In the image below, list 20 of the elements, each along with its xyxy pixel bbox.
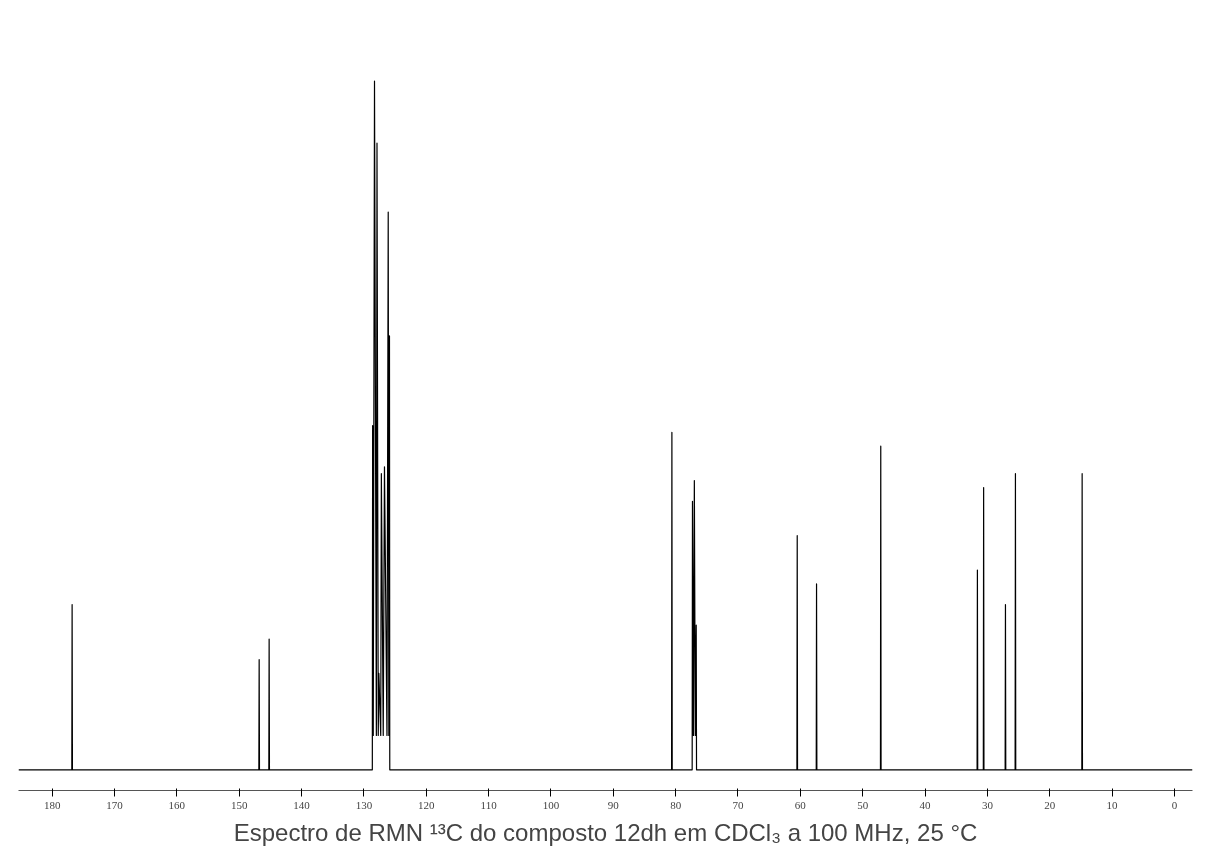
x-tick-label: 180 (43, 798, 61, 811)
x-tick-label: 100 (542, 798, 560, 811)
x-tick-label: 90 (607, 798, 620, 811)
x-tick-label: 40 (919, 798, 932, 811)
x-tick-label: 150 (230, 798, 248, 811)
x-tick-label: 130 (355, 798, 373, 811)
x-tick-label: 20 (1044, 798, 1056, 811)
x-tick-label: 30 (981, 798, 994, 811)
x-tick-label: 160 (168, 798, 186, 811)
x-tick-label: 0 (1171, 798, 1178, 811)
x-tick-label: 50 (857, 798, 869, 811)
x-tick-label: 140 (293, 798, 311, 811)
x-tick-label: 110 (480, 798, 498, 811)
x-tick-label: 70 (732, 798, 744, 811)
x-tick-label: 170 (106, 798, 124, 811)
x-tick-label: 60 (794, 798, 807, 811)
x-tick-label: 120 (418, 798, 435, 811)
text: Espectro de RMN ¹³C do composto 12dh em CDCl₃ a 100 MHz, 25 °C (233, 818, 978, 846)
x-tick-label: 80 (670, 798, 682, 811)
x-tick-label: 10 (1106, 798, 1119, 811)
